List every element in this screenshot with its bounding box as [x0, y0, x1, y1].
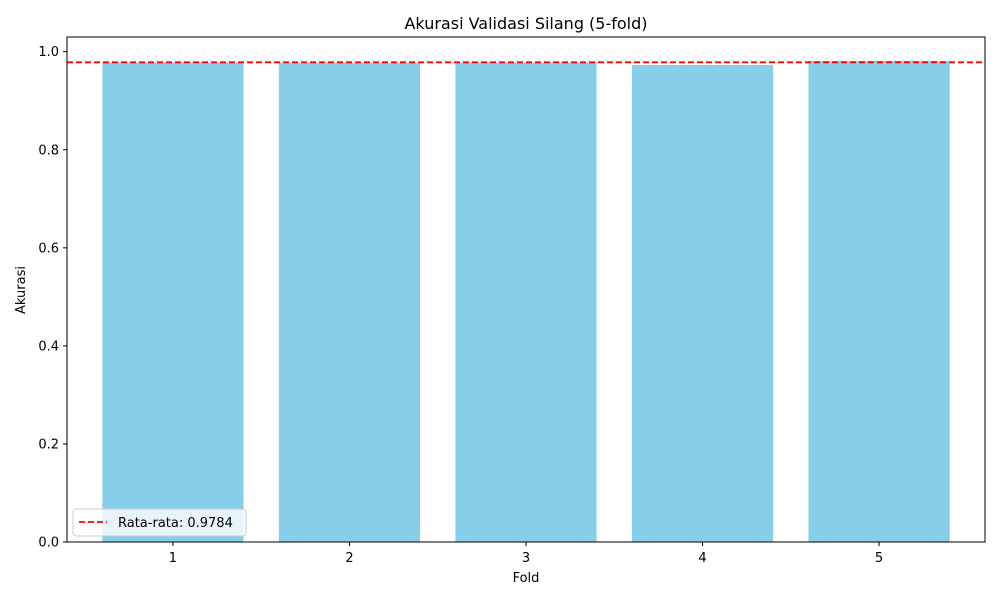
legend-box — [72, 508, 247, 537]
bar-fold-1 — [102, 62, 244, 542]
bar-fold-5 — [808, 61, 950, 543]
bar-fold-3 — [455, 62, 597, 542]
x-axis-label: Fold — [513, 571, 540, 586]
x-tick-label: 1 — [169, 551, 177, 566]
bar-fold-2 — [278, 62, 421, 542]
bar-fold-4 — [631, 64, 774, 543]
y-axis-ticks: 0.0 0.2 0.4 0.6 0.8 1.0 — [38, 45, 67, 551]
legend: Rata-rata: 0.9784 — [72, 508, 247, 537]
x-axis-ticks: 1 2 3 4 5 — [169, 542, 883, 566]
y-tick-label: 0.6 — [38, 241, 59, 256]
y-tick-label: 0.8 — [38, 143, 59, 158]
y-tick-label: 0.4 — [38, 339, 59, 354]
x-tick-label: 2 — [345, 551, 353, 566]
chart-title: Akurasi Validasi Silang (5-fold) — [404, 14, 647, 33]
legend-label: Rata-rata: 0.9784 — [118, 516, 233, 531]
y-tick-label: 0.0 — [38, 536, 59, 551]
x-tick-label: 4 — [698, 551, 706, 566]
y-tick-label: 0.2 — [38, 437, 59, 452]
x-tick-label: 5 — [875, 551, 883, 566]
bars-layer — [102, 61, 950, 543]
x-tick-label: 3 — [522, 551, 530, 566]
y-tick-label: 1.0 — [38, 45, 59, 60]
y-axis-label: Akurasi — [14, 266, 29, 314]
